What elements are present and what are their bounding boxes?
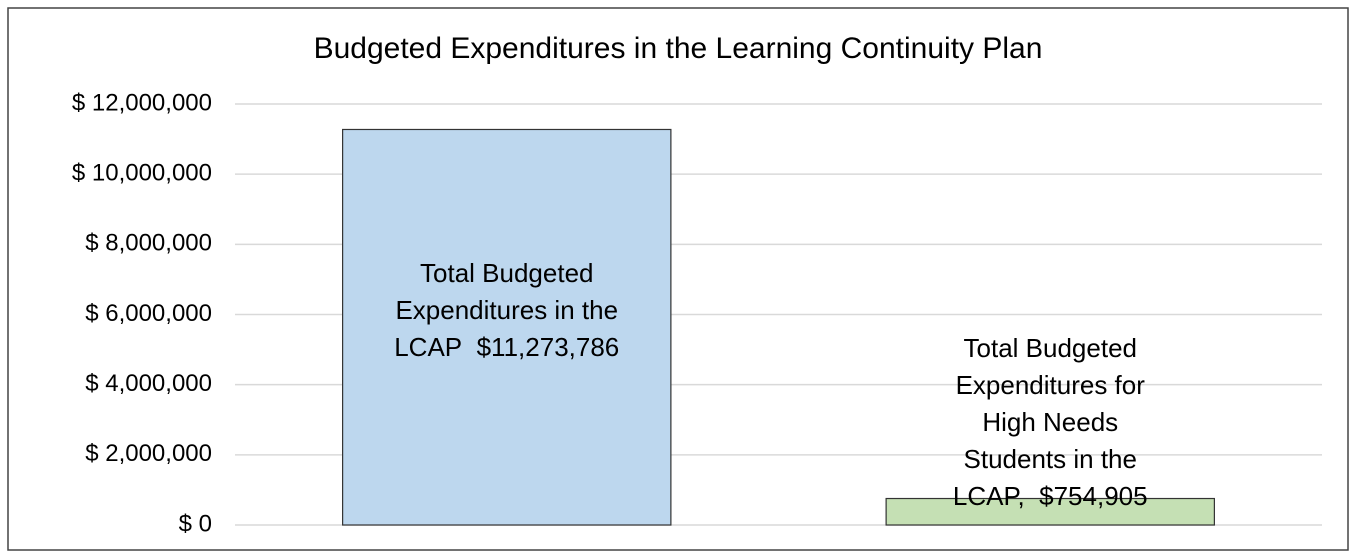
chart-border bbox=[7, 7, 1349, 551]
bar bbox=[885, 497, 1215, 526]
bar-label: Total Budgeted Expenditures for High Nee… bbox=[928, 330, 1173, 515]
y-tick-label: $ 4,000,000 bbox=[85, 370, 212, 397]
chart-title: Budgeted Expenditures in the Learning Co… bbox=[314, 32, 1043, 65]
y-tick-label: $ 2,000,000 bbox=[85, 440, 212, 467]
value-label: $11,273,786 bbox=[476, 332, 620, 362]
category-label: Total Budgeted Expenditures in the LCAP bbox=[394, 258, 619, 362]
value-label: $754,905 bbox=[1039, 481, 1148, 511]
bar bbox=[342, 128, 672, 526]
category-label: Total Budgeted Expenditures for High Nee… bbox=[952, 333, 1145, 511]
y-tick-label: $ 12,000,000 bbox=[72, 89, 212, 116]
y-tick-label: $ 8,000,000 bbox=[85, 230, 212, 257]
y-tick-label: $ 6,000,000 bbox=[85, 300, 212, 327]
y-tick-label: $ 0 bbox=[179, 510, 212, 537]
bar-label: Total Budgeted Expenditures in the LCAP … bbox=[392, 255, 622, 366]
y-tick-label: $ 10,000,000 bbox=[72, 160, 212, 187]
